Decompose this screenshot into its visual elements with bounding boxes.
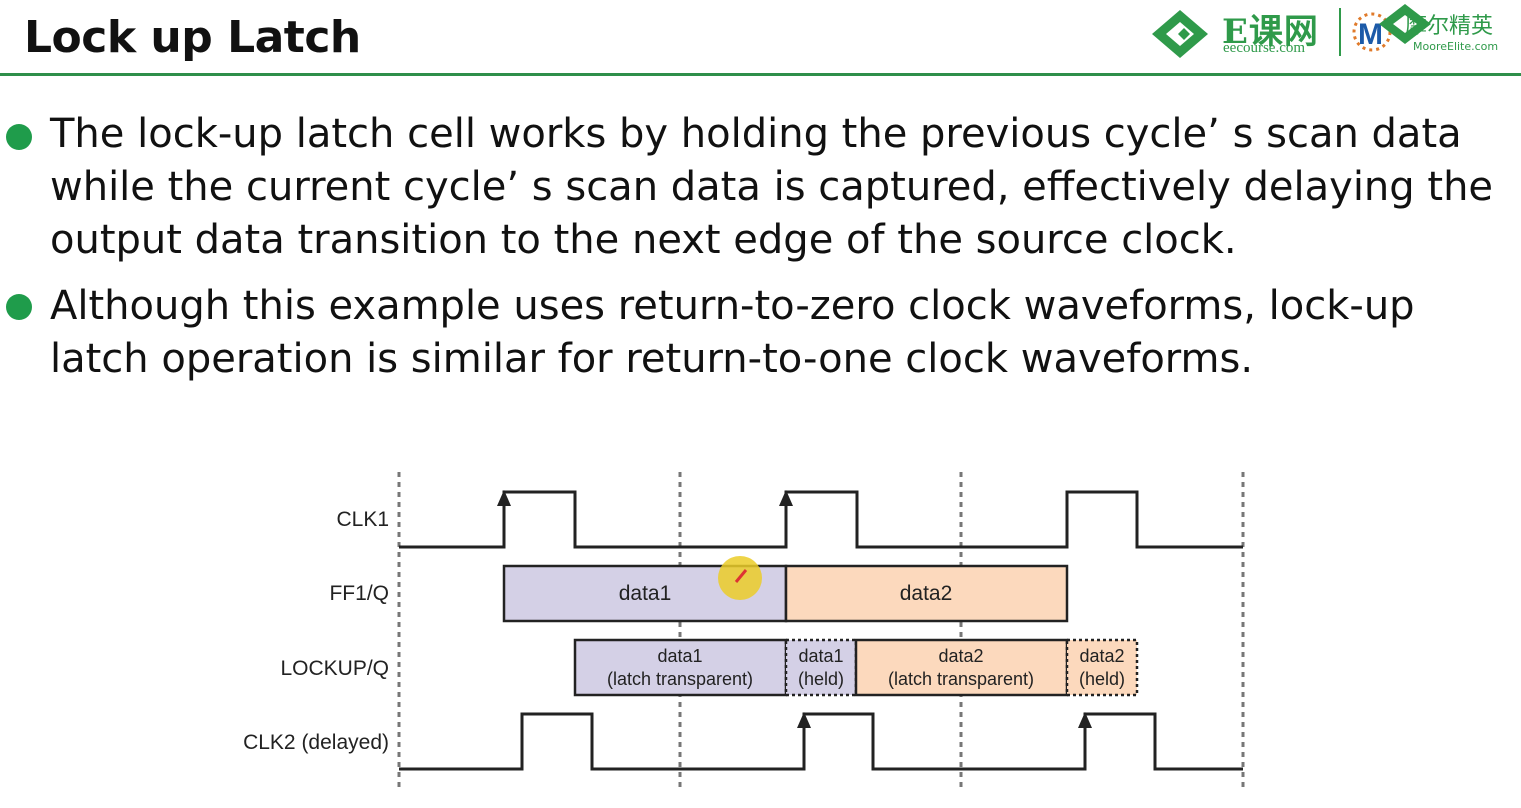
ff1-data2-box (784, 564, 1069, 623)
lockup-label: (held) (1079, 669, 1125, 689)
lockup-label: (latch transparent) (888, 669, 1034, 689)
lockup-box-data2-transparent (854, 638, 1069, 697)
lockup-label: (held) (798, 669, 844, 689)
signal-label: CLK2 (delayed) (243, 731, 389, 754)
lockup-label: data1 (657, 646, 702, 666)
slide-title: Lock up Latch (24, 12, 361, 63)
bullet-dot-icon (6, 294, 32, 320)
rising-edge-arrow-icon (497, 490, 793, 506)
title-divider (0, 73, 1521, 76)
clk2-waveform (399, 712, 1243, 771)
rising-edge-arrow-icon (797, 712, 1092, 728)
bullet-line: Although this example uses return-to-zer… (50, 283, 1415, 329)
partner-logo-sub: MooreElite.com (1413, 40, 1499, 53)
lockup-label: data1 (798, 646, 843, 666)
signal-label: CLK1 (336, 508, 389, 531)
lockup-label: data2 (1079, 646, 1124, 666)
ff1-data2-label: data2 (900, 582, 953, 605)
bullet-item: The lock-up latch cell works by holding … (50, 108, 1493, 267)
diamond-logo-icon: M (1152, 4, 1431, 58)
clk1-waveform (399, 490, 1243, 549)
lockup-box-data2-held (1065, 638, 1139, 697)
bullet-item: Although this example uses return-to-zer… (50, 280, 1415, 386)
bullet-dot-icon (6, 124, 32, 150)
logo-sub-text: eecourse.com (1223, 40, 1306, 56)
pen-cursor-icon (734, 569, 748, 583)
partner-logo-text: 摩尔精英 (1405, 14, 1494, 39)
signal-label: FF1/Q (329, 582, 389, 605)
signal-label: LOCKUP/Q (280, 657, 389, 680)
ff1-data1-label: data1 (619, 582, 672, 605)
lockup-label: (latch transparent) (607, 669, 753, 689)
pointer-highlight-icon (718, 556, 762, 600)
lockup-label: data2 (938, 646, 983, 666)
svg-text:M: M (1358, 18, 1383, 51)
bullet-line: The lock-up latch cell works by holding … (50, 111, 1462, 157)
bullet-line: while the current cycle’ s scan data is … (50, 164, 1494, 210)
logo-main-text: E课网 (1222, 12, 1319, 52)
bullet-line: output data transition to the next edge … (50, 217, 1237, 263)
bullet-line: latch operation is similar for return-to… (50, 336, 1254, 382)
